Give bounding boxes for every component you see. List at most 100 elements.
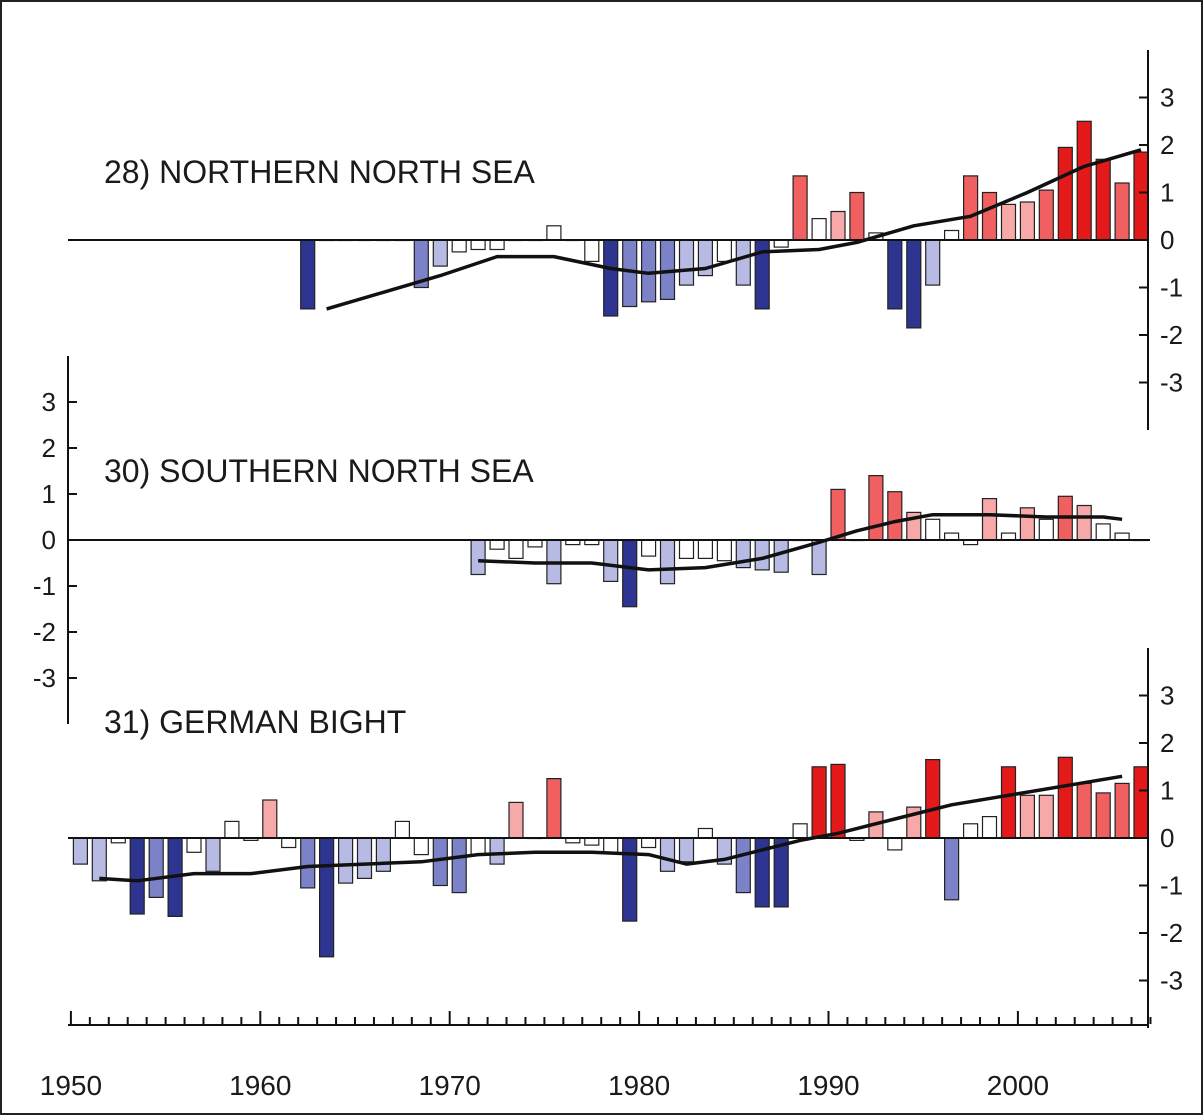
y-tick-label: 3 [1160,83,1174,113]
x-tick-label: 1950 [40,1070,102,1101]
bar-1986 [754,539,770,571]
bar-1970 [451,239,467,253]
bar-2005 [1114,532,1130,541]
bar-2000 [1019,507,1036,541]
y-tick-label: 3 [42,387,56,417]
bar-1996 [943,837,960,901]
bar-1990 [830,210,846,241]
bar-1985 [735,239,751,286]
bar-1975 [546,225,562,241]
bar-1982 [678,837,695,863]
bar-2000 [1019,201,1036,241]
bar-1962 [300,837,316,889]
bar-2005 [1114,782,1130,839]
bar-2001 [1038,518,1054,541]
bar-2002 [1057,146,1073,241]
panel-northern-north-sea: 28) NORTHERN NORTH SEA 3 2 1 0 -1 -2 -3 [68,50,1183,430]
bar-1961 [281,837,297,849]
bar-1983 [697,827,714,839]
y-tick-label: 1 [1160,776,1174,806]
y-tick-label: -2 [1160,918,1183,948]
bar-1966 [375,837,391,872]
bar-1957 [205,837,221,872]
panel-german-bight: 31) GERMAN BIGHT 3 2 1 0 -1 -2 -3 [68,648,1183,1028]
bar-1964 [338,837,354,884]
bar-1978 [603,239,619,317]
bar-1998 [981,815,998,839]
bar-1996 [943,229,960,241]
bar-1995 [925,518,941,541]
bar-1979 [622,837,638,922]
y-tick-label: 2 [1160,728,1174,758]
bar-1973 [508,801,524,839]
y-tick-label: 0 [42,525,56,555]
bar-1953 [129,837,145,915]
bar-2000 [1019,794,1036,839]
y-tick-label: 1 [1160,178,1174,208]
bar-2003 [1076,504,1092,541]
bar-1980 [640,539,657,557]
bar-2001 [1038,794,1054,839]
bar-1971 [470,539,486,576]
bar-1972 [489,837,505,865]
bar-1972 [489,239,505,251]
bar-1978 [603,539,619,583]
panel-title: 28) NORTHERN NORTH SEA [104,154,536,190]
bar-1954 [148,837,164,899]
bar-1982 [678,239,695,286]
x-tick-label: 1960 [229,1070,291,1101]
bar-2002 [1057,756,1073,839]
bar-1993 [887,491,903,541]
bar-1987 [773,239,789,248]
bar-1998 [981,498,998,541]
trend-line [99,774,1123,883]
bar-1962 [300,239,316,310]
y-tick-label: 0 [1160,225,1174,255]
y-tick-label: -2 [33,617,56,647]
y-tick-label: -2 [1160,320,1183,350]
bar-1990 [830,763,846,839]
bar-2004 [1095,792,1111,839]
bar-1973 [508,539,524,559]
x-tick-label: 1980 [608,1070,670,1101]
x-tick-label: 2000 [987,1070,1049,1101]
panel-title: 31) GERMAN BIGHT [104,704,406,740]
bar-1967 [394,820,410,839]
trend-line [326,148,1142,311]
bar-1975 [546,777,562,839]
trend-line [478,512,1123,572]
bar-1987 [773,837,789,908]
bar-1997 [962,175,979,241]
panel-title: 30) SOUTHERN NORTH SEA [104,453,534,489]
bar-1997 [962,823,979,839]
bar-1981 [659,539,676,585]
bar-1951 [91,837,107,882]
bar-1991 [849,191,865,241]
bar-1969 [432,239,448,267]
bar-1993 [887,837,903,851]
bar-1950 [72,837,89,865]
bar-1972 [489,539,505,550]
bar-1982 [678,539,695,559]
bar-1968 [413,837,429,856]
bar-2003 [1076,782,1092,839]
bar-1977 [584,837,600,846]
x-tick-label: 1970 [419,1070,481,1101]
bar-1970 [451,837,467,894]
x-tick-label: 1990 [797,1070,859,1101]
y-tick-label: -1 [1160,273,1183,303]
bar-2005 [1114,182,1130,241]
bar-1989 [811,766,827,839]
bar-1958 [224,820,240,839]
bar-1981 [659,837,676,872]
y-tick-label: -1 [33,571,56,601]
bar-1999 [1000,766,1017,839]
bar-1977 [584,239,600,262]
bar-1983 [697,539,714,559]
y-tick-label: -3 [1160,966,1183,996]
bar-1978 [603,837,619,853]
bar-1971 [470,239,486,251]
bar-1984 [716,539,733,562]
bar-1995 [925,758,941,839]
